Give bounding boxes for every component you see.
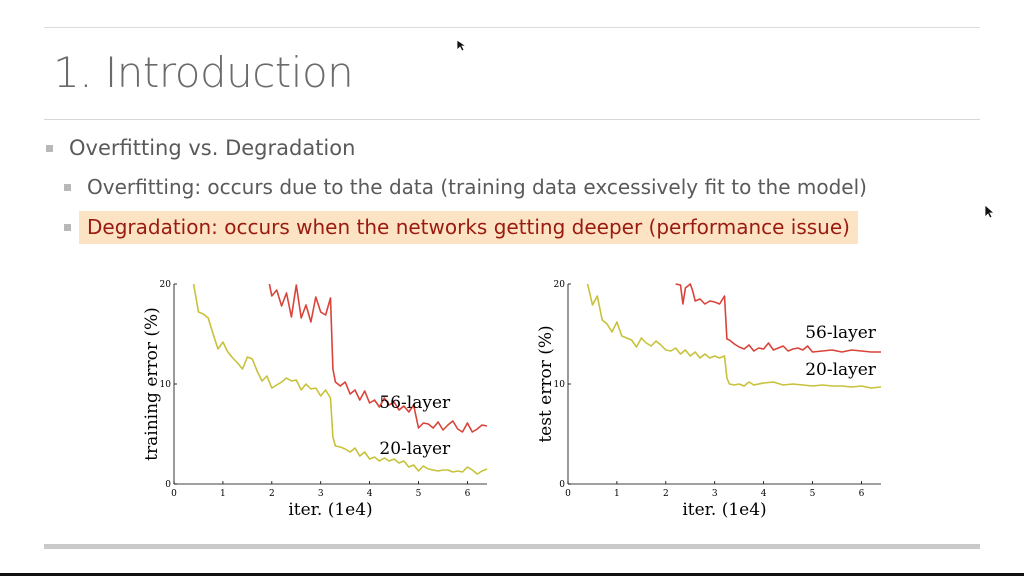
- series-line-56-layer: [268, 283, 488, 433]
- x-tick-label: 3: [318, 489, 324, 499]
- x-tick-label: 4: [761, 489, 767, 499]
- x-tick-label: 4: [367, 489, 373, 499]
- series-line-56-layer: [675, 283, 881, 353]
- x-tick-label: 3: [712, 489, 718, 499]
- bullet-square-icon: [46, 144, 53, 152]
- top-rule: [44, 27, 980, 28]
- series-label-56-layer: 56-layer: [805, 323, 877, 343]
- mouse-cursor-icon: [456, 39, 468, 52]
- bullet-sub-overfitting-text: Overfitting: occurs due to the data (tra…: [87, 175, 867, 199]
- series-line-20-layer: [586, 283, 882, 389]
- bullet-main: Overfitting vs. Degradation: [46, 136, 355, 160]
- mouse-cursor-icon: [984, 204, 996, 219]
- x-tick-label: 1: [614, 489, 620, 499]
- series-line-20-layer: [192, 283, 488, 475]
- x-tick-label: 5: [810, 489, 816, 499]
- bullet-main-text: Overfitting vs. Degradation: [69, 136, 356, 160]
- bullet-sub-degradation: Degradation: occurs when the networks ge…: [64, 211, 858, 244]
- slide-title: 1. Introduction: [53, 48, 354, 97]
- x-tick-label: 2: [663, 489, 669, 499]
- series-label-56-layer: 56-layer: [379, 393, 451, 413]
- x-axis-label: iter. (1e4): [288, 500, 372, 520]
- x-tick-label: 2: [269, 489, 275, 499]
- series-label-20-layer: 20-layer: [379, 439, 451, 459]
- x-tick-label: 1: [220, 489, 226, 499]
- test-error-chart: 0 1 2 3 4 5 6 0 10 20 iter. (1e4) test error (%) 56-…: [536, 280, 882, 520]
- x-tick-label: 5: [416, 489, 422, 499]
- series-label-20-layer: 20-layer: [805, 360, 877, 380]
- y-tick-label: 10: [554, 380, 566, 390]
- y-tick-label: 10: [160, 380, 172, 390]
- x-tick-label: 0: [171, 489, 177, 499]
- x-tick-label: 6: [465, 489, 471, 499]
- title-rule: [44, 119, 980, 120]
- y-axis-label: test error (%): [536, 325, 556, 442]
- y-tick-label: 20: [554, 280, 566, 290]
- bottom-bar: [44, 544, 980, 549]
- x-tick-label: 0: [565, 489, 571, 499]
- x-tick-label: 6: [859, 489, 865, 499]
- bullet-sub-overfitting: Overfitting: occurs due to the data (tra…: [64, 175, 867, 199]
- y-tick-label: 20: [160, 280, 172, 290]
- y-axis-label: training error (%): [142, 307, 162, 461]
- y-tick-label: 0: [165, 480, 171, 490]
- y-tick-label: 0: [559, 480, 565, 490]
- bullet-square-icon: [64, 183, 71, 191]
- bullet-square-icon: [64, 224, 71, 231]
- training-error-chart: 0 1 2 3 4 5 6 0 10 20 iter. (1e4) training error (%…: [142, 280, 488, 520]
- bullet-sub-degradation-text: Degradation: occurs when the networks ge…: [79, 211, 858, 244]
- window-edge: [0, 573, 1024, 576]
- x-axis-label: iter. (1e4): [682, 500, 766, 520]
